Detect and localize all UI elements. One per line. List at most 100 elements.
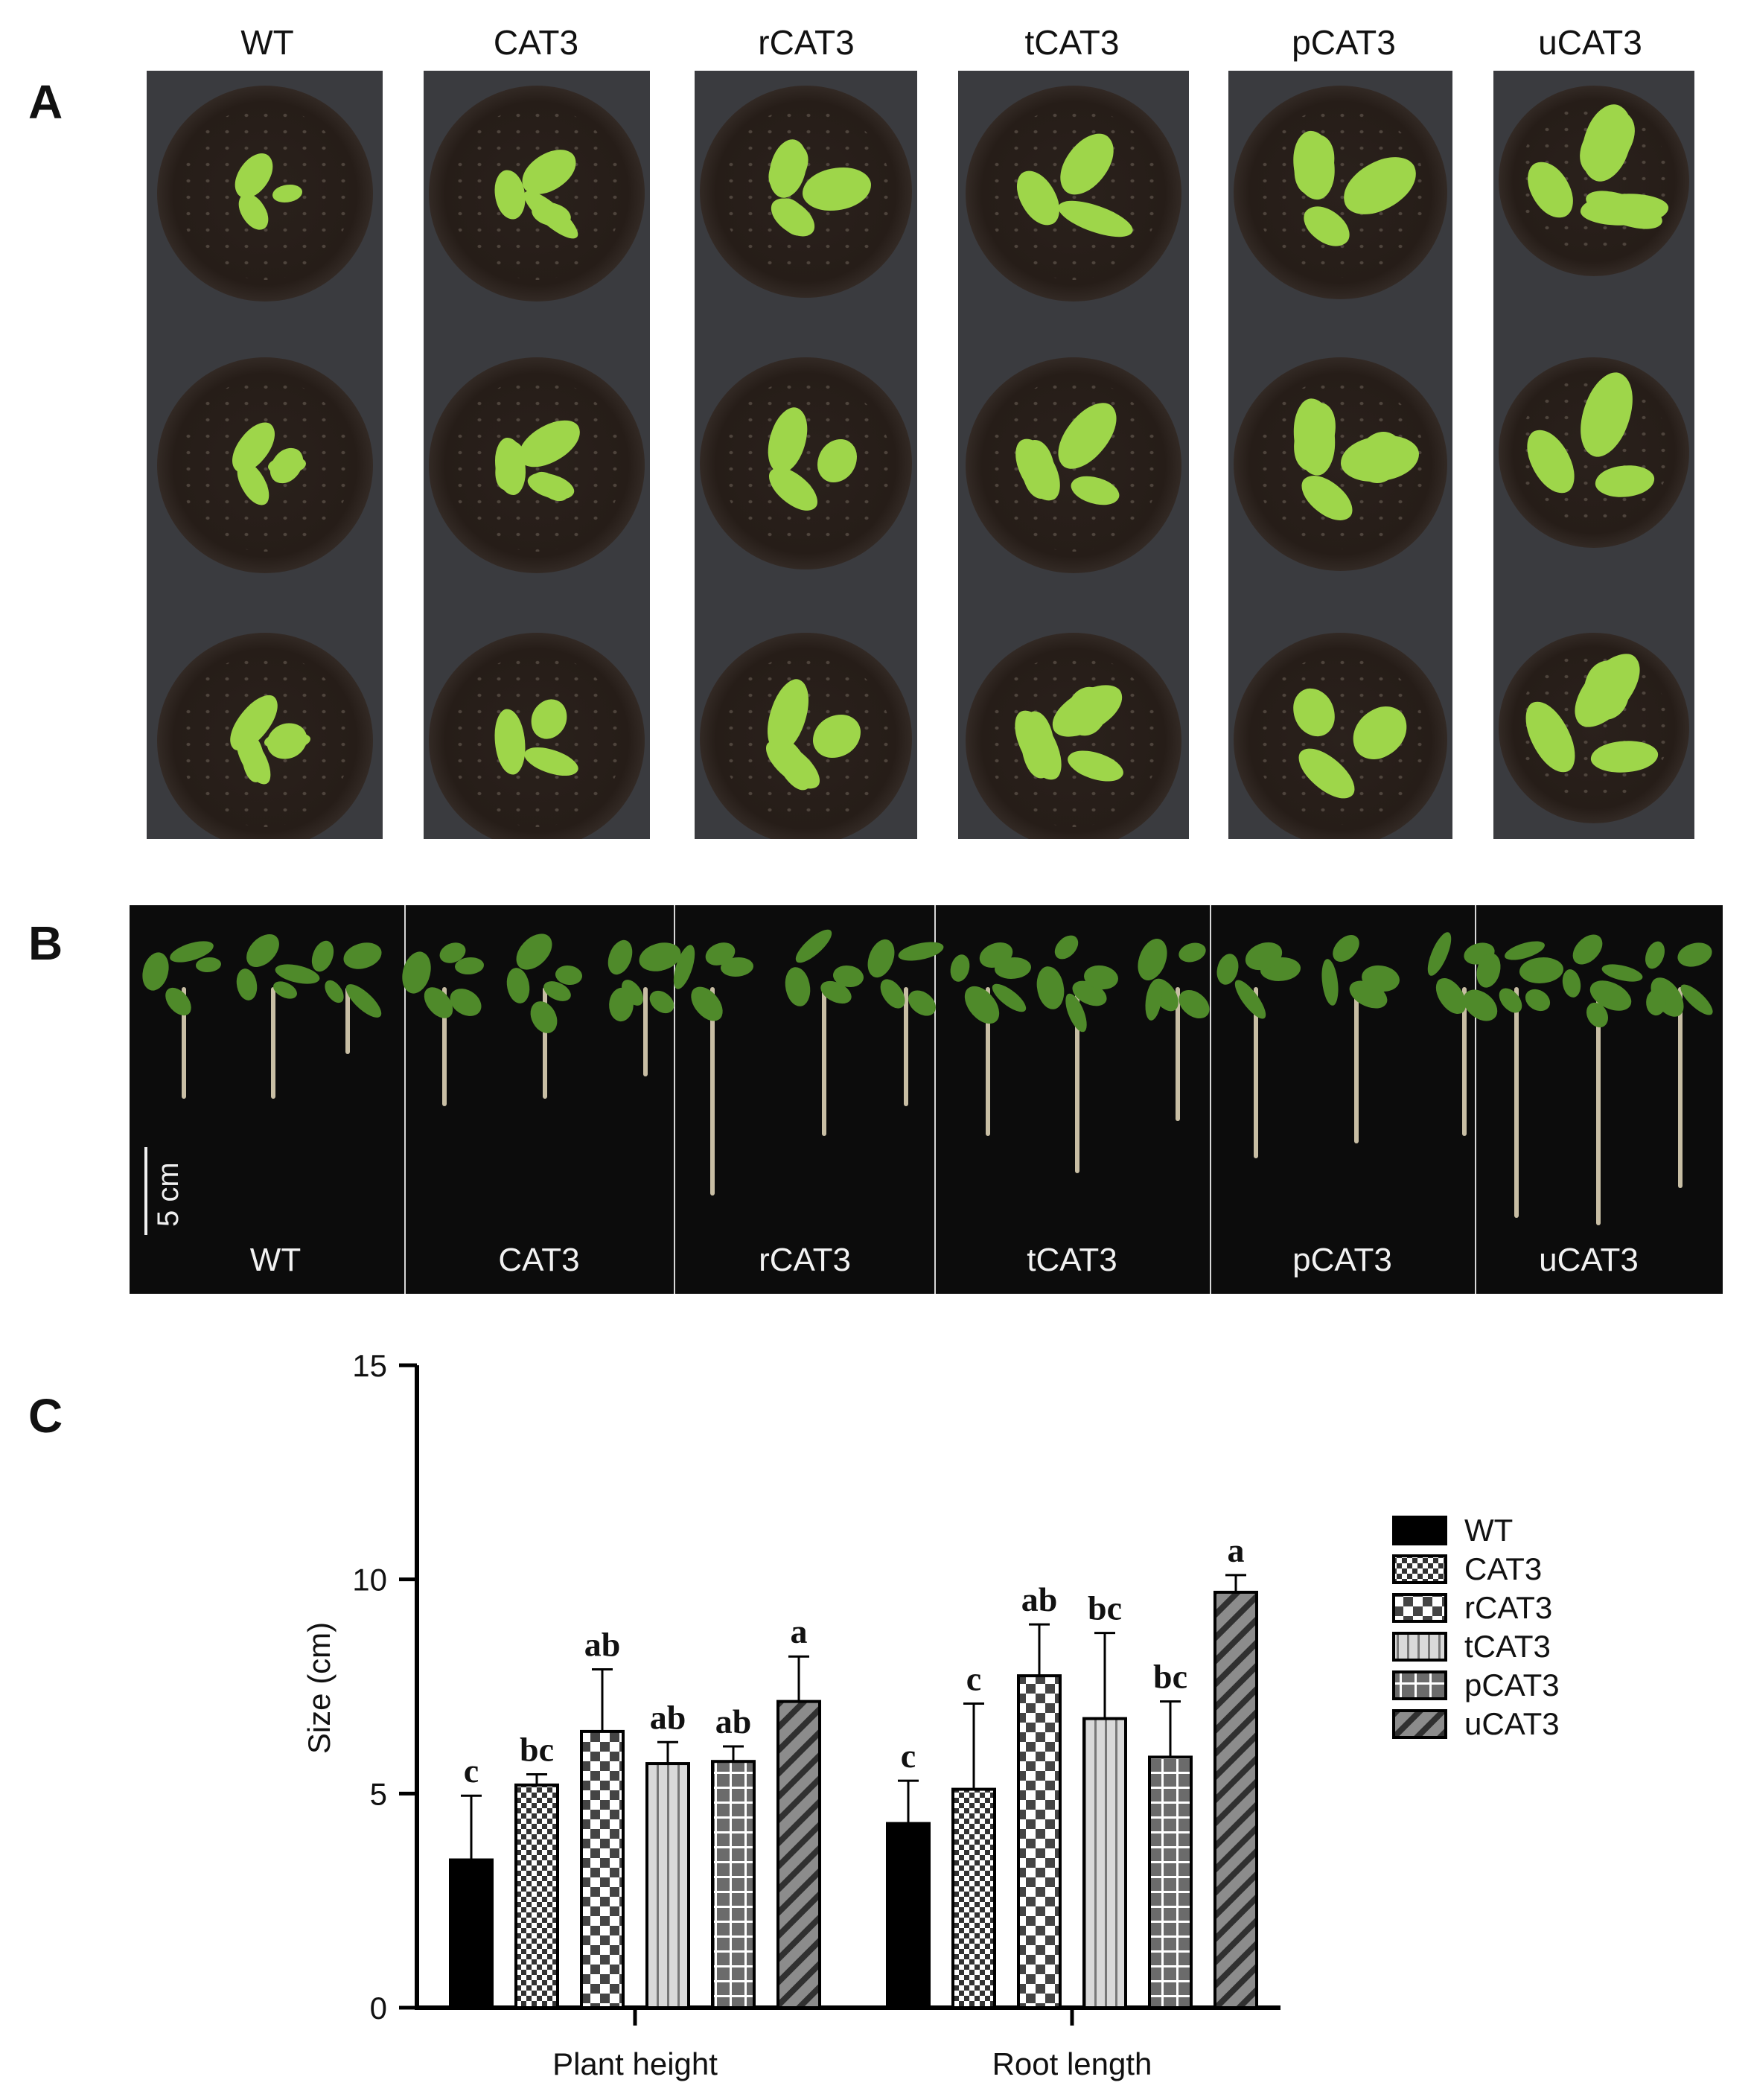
panel-b-label-cat3: CAT3	[498, 1242, 580, 1278]
bar-pcat3-0	[711, 1760, 756, 2010]
photo-strip	[424, 71, 650, 839]
photo-strip	[958, 71, 1189, 839]
panel-b-divider	[1210, 905, 1211, 1294]
legend-label-wt: WT	[1464, 1513, 1513, 1548]
panel-a-label-pcat3: pCAT3	[1292, 23, 1396, 62]
significance-letter: a	[791, 1612, 808, 1650]
panel-a-letter: A	[28, 75, 63, 129]
seedling-root	[986, 987, 990, 1136]
seedling-root	[1596, 987, 1601, 1225]
legend-swatch-ucat3	[1392, 1709, 1447, 1739]
bar-rcat3-0	[580, 1729, 625, 2009]
pot	[156, 357, 373, 573]
seedling-root	[1514, 987, 1519, 1218]
significance-letter: bc	[1153, 1658, 1187, 1696]
bar-ucat3-1	[1213, 1590, 1258, 2010]
legend-label-tcat3: tCAT3	[1464, 1629, 1551, 1664]
pot	[700, 633, 912, 839]
bar-cat3-1	[951, 1787, 996, 2010]
seedling-root	[710, 987, 715, 1196]
y-tick-label: 15	[352, 1348, 387, 1383]
panel-b-label-tcat3: tCAT3	[1027, 1242, 1117, 1278]
seedling-root	[1462, 987, 1467, 1136]
panel-a-label-rcat3: rCAT3	[758, 23, 855, 62]
photo-strip	[147, 71, 383, 839]
pot	[429, 86, 645, 301]
panel-b-label-pcat3: pCAT3	[1292, 1242, 1392, 1278]
legend-swatch-cat3	[1392, 1554, 1447, 1584]
pot	[429, 357, 645, 573]
panel-b-divider	[404, 905, 406, 1294]
legend-swatch-rcat3	[1392, 1593, 1447, 1623]
significance-letter: bc	[1088, 1589, 1122, 1627]
photo-strip	[1493, 71, 1694, 839]
significance-letter: c	[901, 1737, 916, 1775]
legend-label-pcat3: pCAT3	[1464, 1667, 1560, 1702]
significance-letter: ab	[584, 1625, 621, 1663]
seedling-root	[182, 987, 186, 1099]
seedling-root	[822, 987, 826, 1136]
pot	[429, 633, 645, 839]
significance-letter: c	[966, 1660, 981, 1698]
panel-c-letter: C	[28, 1389, 63, 1443]
legend-swatch-wt	[1392, 1516, 1447, 1545]
bar-ucat3-0	[776, 1700, 821, 2010]
panel-b-letter: B	[28, 916, 63, 970]
scale-bar	[144, 1147, 147, 1235]
panel-a-label-ucat3: uCAT3	[1538, 23, 1642, 62]
seedling-leaf	[1519, 957, 1563, 983]
legend-swatch-tcat3	[1392, 1632, 1447, 1662]
bar-tcat3-1	[1082, 1717, 1127, 2009]
seedling-root	[543, 987, 547, 1099]
significance-letter: ab	[1021, 1580, 1058, 1618]
y-tick-label: 10	[352, 1563, 387, 1598]
pot	[156, 633, 373, 839]
x-category-label: Plant height	[552, 2046, 718, 2081]
bar-pcat3-1	[1148, 1755, 1193, 2009]
x-category-label: Root length	[992, 2046, 1152, 2081]
panel-b-label-ucat3: uCAT3	[1539, 1242, 1639, 1278]
seedling-root	[1075, 987, 1079, 1173]
significance-letter: bc	[520, 1730, 554, 1768]
significance-letter: c	[464, 1752, 479, 1790]
seedling-root	[442, 987, 447, 1106]
panel-b-divider	[934, 905, 936, 1294]
seedling-root	[904, 987, 908, 1106]
legend-label-cat3: CAT3	[1464, 1551, 1542, 1586]
panel-b-label-rcat3: rCAT3	[759, 1242, 851, 1278]
bar-rcat3-1	[1017, 1674, 1062, 2010]
seedling-leaf	[454, 957, 484, 974]
bar-tcat3-0	[645, 1762, 690, 2010]
seedling-root	[1254, 987, 1258, 1158]
significance-letter: a	[1228, 1531, 1245, 1569]
y-tick-label: 5	[370, 1776, 387, 1811]
pot	[700, 357, 912, 569]
seedling-root	[1354, 987, 1359, 1143]
significance-letter: ab	[715, 1702, 752, 1740]
seedling-root	[1678, 987, 1683, 1188]
panel-a-label-wt: WT	[240, 23, 294, 62]
legend-label-ucat3: uCAT3	[1464, 1706, 1560, 1741]
seedling-root	[271, 987, 275, 1099]
legend-swatch-pcat3	[1392, 1670, 1447, 1700]
seedling-root	[1176, 987, 1180, 1121]
seedling-leaf	[196, 957, 221, 972]
panel-b-divider	[1475, 905, 1476, 1294]
panel-a-label-cat3: CAT3	[493, 23, 579, 62]
significance-letter: ab	[650, 1698, 686, 1736]
y-tick-label: 0	[370, 1991, 387, 2026]
bar-wt-0	[449, 1858, 494, 2010]
panel-b-divider	[674, 905, 675, 1294]
panel-b-label-wt: WT	[249, 1242, 302, 1278]
pot	[966, 633, 1181, 839]
panel-a-label-tcat3: tCAT3	[1024, 23, 1120, 62]
bar-wt-1	[886, 1822, 931, 2010]
legend-label-rcat3: rCAT3	[1464, 1590, 1552, 1625]
photo-strip	[695, 71, 917, 839]
bar-cat3-0	[514, 1783, 559, 2009]
photo-strip	[1228, 71, 1452, 839]
y-axis-label: Size (cm)	[302, 1622, 337, 1754]
pot	[156, 86, 373, 301]
seedling-root	[643, 987, 648, 1076]
